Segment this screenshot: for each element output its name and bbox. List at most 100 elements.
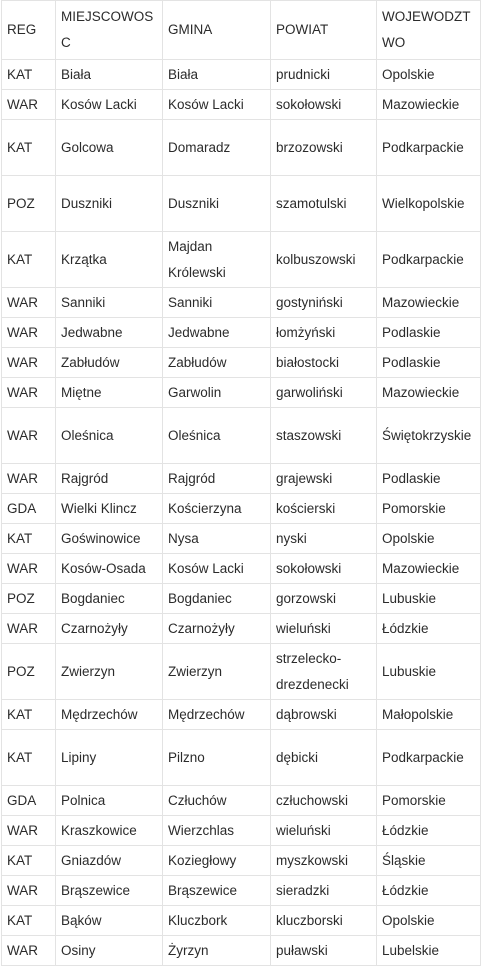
miejscowosc-cell: Kraszkowice [55,815,163,846]
gmina-cell: Żyrzyn [162,935,271,966]
miejscowosc-cell: Rajgród [55,463,163,494]
powiat-cell: nyski [270,523,377,554]
powiat-cell: szamotulski [270,175,377,232]
wojewodztwo-cell: Mazowieckie [376,287,481,318]
miejscowosc-cell: Gniazdów [55,845,163,876]
wojewodztwo-cell: Małopolskie [376,699,481,730]
gmina-cell: Zabłudów [162,347,271,378]
table-body: KAT Biała Biała prudnicki Opolskie WAR Kosów L… [1,59,481,966]
gmina-cell: Jedwabne [162,317,271,348]
reg-cell: WAR [1,89,56,120]
miejscowosc-cell: Czarnożyły [55,613,163,644]
wojewodztwo-cell: Mazowieckie [376,89,481,120]
powiat-cell: człuchowski [270,785,377,816]
powiat-cell: wieluński [270,815,377,846]
table-row: WAR Zabłudów Zabłudów białostocki Podlaskie [1,347,481,378]
table-row: POZ Bogdaniec Bogdaniec gorzowski Lubuskie [1,583,481,614]
gmina-cell: Sanniki [162,287,271,318]
wojewodztwo-cell: Pomorskie [376,785,481,816]
wojewodztwo-cell: Podlaskie [376,347,481,378]
powiat-cell: puławski [270,935,377,966]
reg-cell: WAR [1,875,56,906]
powiat-cell: białostocki [270,347,377,378]
table-row: KAT Mędrzechów Mędrzechów dąbrowski Małopols… [1,699,481,730]
miejscowosc-cell: Wielki Klincz [55,493,163,524]
wojewodztwo-cell: Mazowieckie [376,377,481,408]
wojewodztwo-cell: Mazowieckie [376,553,481,584]
reg-cell: KAT [1,523,56,554]
miejscowosc-cell: Zabłudów [55,347,163,378]
reg-cell: POZ [1,643,56,700]
powiat-cell: kolbuszowski [270,231,377,288]
wojewodztwo-cell: Lubuskie [376,583,481,614]
gmina-cell: Kościerzyna [162,493,271,524]
wojewodztwo-cell: Podkarpackie [376,119,481,176]
reg-cell: WAR [1,377,56,408]
reg-cell: WAR [1,407,56,464]
gmina-cell: Czarnożyły [162,613,271,644]
wojewodztwo-cell: Świętokrzyskie [376,407,481,464]
powiat-cell: gorzowski [270,583,377,614]
table-row: KAT Krzątka Majdan Królewski kolbuszowski Po… [1,231,481,288]
table-row: WAR Czarnożyły Czarnożyły wieluński Łódzkie [1,613,481,644]
gmina-cell: Majdan Królewski [162,231,271,288]
miejscowosc-cell: Zwierzyn [55,643,163,700]
miejscowosc-cell: Polnica [55,785,163,816]
powiat-cell: grajewski [270,463,377,494]
reg-cell: GDA [1,493,56,524]
table-row: KAT Goświnowice Nysa nyski Opolskie [1,523,481,554]
table-row: WAR Kraszkowice Wierzchlas wieluński Łódzkie [1,815,481,846]
table-row: WAR Jedwabne Jedwabne łomżyński Podlaskie [1,317,481,348]
reg-cell: KAT [1,231,56,288]
gmina-cell: Mędrzechów [162,699,271,730]
powiat-cell: staszowski [270,407,377,464]
reg-cell: WAR [1,613,56,644]
header-gmina: GMINA [162,0,271,60]
miejscowosc-cell: Bogdaniec [55,583,163,614]
miejscowosc-cell: Duszniki [55,175,163,232]
miejscowosc-cell: Kosów-Osada [55,553,163,584]
table-row: KAT Bąków Kluczbork kluczborski Opolskie [1,905,481,936]
gmina-cell: Kosów Lacki [162,553,271,584]
reg-cell: WAR [1,347,56,378]
wojewodztwo-cell: Podlaskie [376,463,481,494]
miejscowosc-cell: Osiny [55,935,163,966]
table-row: WAR Miętne Garwolin garwoliński Mazowieckie [1,377,481,408]
gmina-cell: Garwolin [162,377,271,408]
wojewodztwo-cell: Opolskie [376,523,481,554]
gmina-cell: Wierzchlas [162,815,271,846]
powiat-cell: sokołowski [270,553,377,584]
wojewodztwo-cell: Łódzkie [376,613,481,644]
reg-cell: POZ [1,583,56,614]
miejscowosc-cell: Jedwabne [55,317,163,348]
powiat-cell: gostyniński [270,287,377,318]
reg-cell: POZ [1,175,56,232]
wojewodztwo-cell: Śląskie [376,845,481,876]
gmina-cell: Koziegłowy [162,845,271,876]
reg-cell: WAR [1,553,56,584]
wojewodztwo-cell: Lubelskie [376,935,481,966]
gmina-cell: Kosów Lacki [162,89,271,120]
gmina-cell: Zwierzyn [162,643,271,700]
header-reg: REG [1,0,56,60]
gmina-cell: Nysa [162,523,271,554]
header-row: REG MIEJSCOWOSC GMINA POWIAT WOJEWODZTWO [1,0,481,60]
gmina-cell: Pilzno [162,729,271,786]
powiat-cell: sieradzki [270,875,377,906]
powiat-cell: kościerski [270,493,377,524]
table-row: GDA Wielki Klincz Kościerzyna kościerski Pom… [1,493,481,524]
gmina-cell: Brąszewice [162,875,271,906]
table-row: POZ Zwierzyn Zwierzyn strzelecko-drezdeneck… [1,643,481,700]
powiat-cell: myszkowski [270,845,377,876]
wojewodztwo-cell: Podkarpackie [376,231,481,288]
reg-cell: WAR [1,935,56,966]
miejscowosc-cell: Mędrzechów [55,699,163,730]
table-row: KAT Lipiny Pilzno dębicki Podkarpackie [1,729,481,786]
wojewodztwo-cell: Podkarpackie [376,729,481,786]
wojewodztwo-cell: Pomorskie [376,493,481,524]
reg-cell: WAR [1,287,56,318]
reg-cell: WAR [1,317,56,348]
miejscowosc-cell: Krzątka [55,231,163,288]
wojewodztwo-cell: Wielkopolskie [376,175,481,232]
